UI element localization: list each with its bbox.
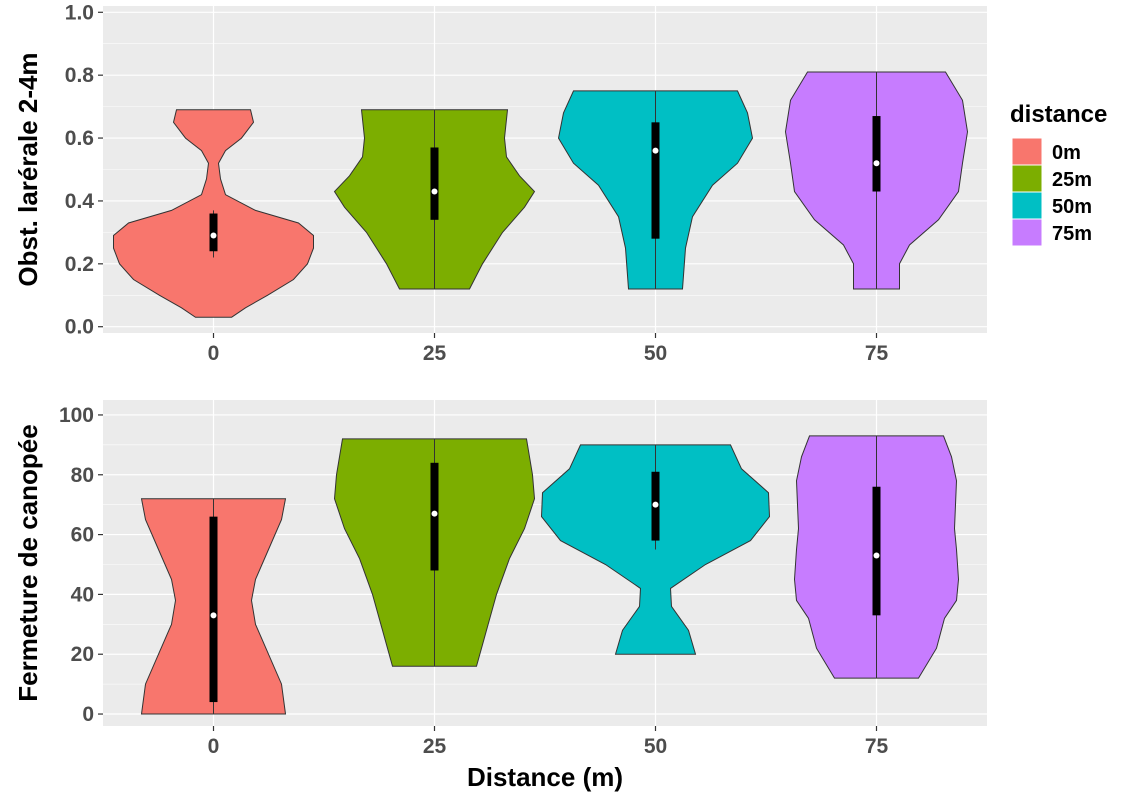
violin-median-point — [431, 510, 438, 517]
plot-panels: 0.0 0.2 0.4 0.6 0.8 1.0 0 25 50 75 Obst. larérale … — [13, 1, 987, 792]
x-tick-label: 50 — [644, 342, 667, 365]
x-tick-label: 0 — [208, 735, 220, 758]
x-tick-label: 25 — [423, 342, 447, 365]
y-axis-title: Fermeture de canopée — [13, 424, 43, 701]
legend-label-25m: 25m — [1052, 169, 1092, 191]
y-tick-label: 0.4 — [65, 190, 95, 213]
legend-title: distance — [1010, 101, 1107, 128]
panel-1: 0.0 0.2 0.4 0.6 0.8 1.0 0 25 50 75 Obst. larérale … — [13, 1, 987, 365]
y-tick-label: 1.0 — [65, 1, 94, 24]
violin-box — [872, 486, 881, 616]
legend-label-50m: 50m — [1052, 196, 1092, 218]
y-tick-label: 0.0 — [65, 316, 94, 339]
panel-2: 0 20 40 60 80 100 0 25 50 75 Fermeture de canopée D… — [13, 400, 987, 792]
legend-label-75m: 75m — [1052, 223, 1092, 245]
y-tick-label: 100 — [59, 404, 94, 427]
violin-median-point — [210, 232, 217, 239]
legend-label-0m: 0m — [1052, 142, 1081, 164]
y-tick-label: 60 — [71, 524, 94, 547]
violin-75m — [784, 71, 969, 290]
violin-25m — [333, 109, 536, 290]
y-tick-label: 0.2 — [65, 253, 94, 276]
violin-median-point — [873, 160, 880, 167]
legend-key-0m — [1011, 137, 1043, 166]
y-tick-label: 0 — [82, 703, 94, 726]
y-tick-label: 80 — [71, 464, 94, 487]
violin-median-point — [652, 501, 659, 508]
violin-median-point — [431, 188, 438, 195]
x-tick-label: 75 — [865, 735, 889, 758]
violin-75m — [793, 435, 960, 679]
violin-box — [209, 213, 218, 252]
legend-key-25m — [1011, 164, 1043, 193]
legend-key-50m — [1011, 191, 1043, 220]
x-tick-label: 50 — [644, 735, 667, 758]
violin-50m — [540, 444, 771, 655]
violin-box — [209, 516, 218, 703]
legend-key-75m — [1011, 218, 1043, 247]
y-tick-label: 0.6 — [65, 127, 94, 150]
y-tick-label: 40 — [71, 583, 94, 606]
violin-0m — [140, 498, 287, 715]
y-tick-label: 0.8 — [65, 64, 95, 87]
x-tick-label: 0 — [208, 342, 220, 365]
violin-box — [651, 122, 660, 239]
violin-box — [872, 116, 881, 192]
violin-0m — [113, 109, 314, 318]
violin-25m — [333, 438, 536, 667]
violin-median-point — [210, 612, 217, 619]
violin-box — [430, 147, 439, 220]
y-tick-label: 20 — [71, 643, 94, 666]
x-tick-label: 75 — [865, 342, 889, 365]
violin-median-point — [873, 552, 880, 559]
x-axis-title: Distance (m) — [467, 762, 623, 792]
violin-50m — [557, 90, 754, 290]
violin-median-point — [652, 147, 659, 154]
legend: distance 0m 25m 50m 75m — [1010, 101, 1107, 247]
x-tick-label: 25 — [423, 735, 447, 758]
y-axis-title: Obst. larérale 2-4m — [13, 52, 43, 286]
violin-body — [540, 444, 771, 655]
